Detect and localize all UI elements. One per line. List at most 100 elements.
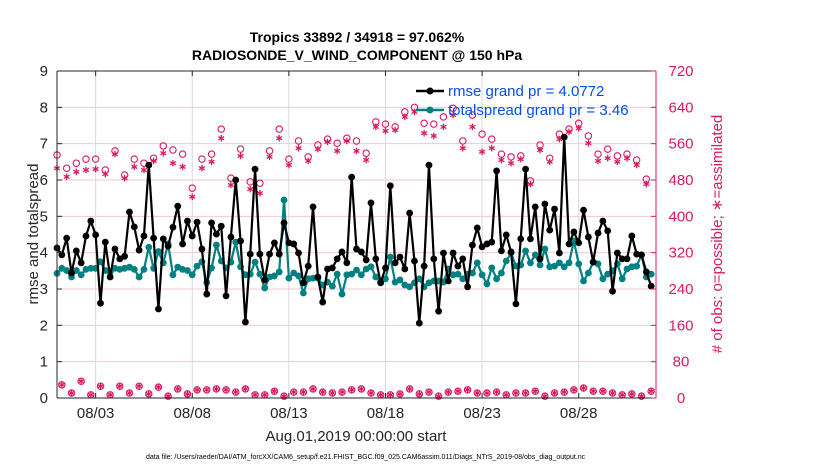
totalspread-point bbox=[135, 273, 143, 281]
y-tick-label-left: 8 bbox=[40, 99, 48, 116]
rmse-point bbox=[382, 264, 389, 272]
obs-assimilated-marker bbox=[203, 386, 210, 394]
obs-assimilated-marker bbox=[213, 385, 220, 393]
obs-assimilated-marker bbox=[285, 161, 293, 169]
obs-possible-marker bbox=[362, 149, 370, 157]
rmse-point bbox=[459, 255, 467, 263]
rmse-point bbox=[425, 161, 433, 169]
totalspread-point bbox=[140, 265, 148, 273]
totalspread-point bbox=[478, 271, 486, 279]
obs-assimilated-marker bbox=[58, 381, 66, 389]
rmse-point bbox=[512, 300, 520, 308]
obs-assimilated-marker bbox=[551, 389, 558, 397]
rmse-point bbox=[121, 252, 129, 260]
rmse-point bbox=[280, 219, 288, 227]
x-tick-label: 08/28 bbox=[560, 405, 598, 422]
rmse-point bbox=[391, 259, 399, 267]
obs-assimilated-marker bbox=[261, 391, 268, 399]
obs-assimilated-marker bbox=[309, 385, 317, 393]
rmse-point bbox=[314, 273, 322, 281]
rmse-point bbox=[536, 255, 544, 263]
rmse-point bbox=[401, 265, 409, 273]
rmse-point bbox=[299, 279, 307, 287]
obs-possible-marker bbox=[439, 113, 448, 121]
obs-assimilated-marker bbox=[102, 170, 109, 178]
totalspread-point bbox=[633, 262, 641, 270]
obs-assimilated-marker bbox=[449, 111, 457, 119]
obs-assimilated-marker bbox=[300, 388, 307, 396]
obs-assimilated-marker bbox=[358, 385, 365, 393]
rmse-point bbox=[609, 287, 616, 295]
totalspread-point bbox=[599, 275, 607, 283]
rmse-point bbox=[628, 232, 636, 240]
legend-rmse-marker bbox=[426, 87, 434, 95]
rmse-point bbox=[551, 205, 558, 213]
obs-assimilated-marker bbox=[150, 157, 157, 165]
totalspread-point bbox=[498, 269, 505, 277]
y-tick-label-right: 480 bbox=[668, 172, 693, 189]
obs-possible-marker bbox=[507, 153, 515, 161]
obs-assimilated-marker bbox=[387, 391, 394, 399]
rmse-point bbox=[203, 290, 211, 298]
obs-assimilated-marker bbox=[362, 156, 370, 164]
totalspread-point bbox=[584, 269, 592, 277]
obs-assimilated-marker bbox=[324, 138, 331, 146]
obs-assimilated-marker bbox=[126, 389, 133, 397]
obs-possible-marker bbox=[62, 164, 71, 172]
rmse-point bbox=[613, 249, 621, 257]
obs-possible-marker bbox=[207, 150, 216, 158]
totalspread-point bbox=[275, 268, 283, 276]
rmse-point bbox=[256, 250, 264, 258]
y-axis-label-right: # of obs: o=possible; ∗=assimilated bbox=[709, 115, 726, 354]
obs-possible-marker bbox=[603, 145, 612, 153]
totalspread-point bbox=[353, 266, 360, 274]
obs-assimilated-marker bbox=[242, 385, 249, 393]
rmse-point bbox=[348, 173, 356, 181]
obs-assimilated-marker bbox=[131, 163, 138, 171]
totalspread-point bbox=[169, 271, 177, 279]
obs-assimilated-marker bbox=[237, 152, 244, 160]
obs-markers bbox=[53, 103, 655, 400]
chart-subtitle: RADIOSONDE_V_WIND_COMPONENT @ 150 hPa bbox=[192, 47, 522, 63]
rmse-point bbox=[449, 249, 457, 257]
obs-assimilated-marker bbox=[77, 377, 85, 385]
rmse-point bbox=[304, 262, 312, 270]
obs-assimilated-marker bbox=[628, 390, 636, 398]
rmse-point bbox=[150, 234, 158, 242]
obs-assimilated-marker bbox=[454, 387, 462, 395]
y-tick-label-right: 720 bbox=[668, 63, 693, 80]
y-tick-label-left: 1 bbox=[40, 354, 48, 371]
rmse-point bbox=[623, 255, 631, 263]
obs-assimilated-marker bbox=[474, 389, 481, 397]
obs-assimilated-marker bbox=[643, 180, 650, 188]
y-tick-label-left: 7 bbox=[40, 136, 48, 153]
obs-assimilated-marker bbox=[575, 124, 582, 132]
rmse-point bbox=[126, 208, 133, 216]
obs-assimilated-marker bbox=[179, 163, 186, 171]
y-tick-label-right: 240 bbox=[668, 281, 693, 298]
totalspread-point bbox=[604, 270, 612, 278]
totalspread-point bbox=[469, 269, 476, 277]
y-tick-label-left: 5 bbox=[40, 208, 48, 225]
obs-assimilated-marker bbox=[189, 193, 196, 201]
totalspread-point bbox=[406, 283, 414, 291]
obs-assimilated-marker bbox=[222, 386, 230, 394]
series-lines bbox=[53, 133, 655, 327]
obs-assimilated-marker bbox=[227, 181, 235, 189]
rmse-point bbox=[184, 217, 191, 225]
rmse-point bbox=[222, 292, 230, 300]
obs-possible-marker bbox=[275, 125, 283, 133]
obs-assimilated-marker bbox=[609, 389, 616, 397]
obs-assimilated-marker bbox=[198, 164, 206, 172]
rmse-point bbox=[338, 248, 346, 256]
totalspread-point bbox=[560, 263, 568, 271]
y-tick-label-left: 0 bbox=[40, 390, 48, 407]
obs-possible-marker bbox=[420, 119, 428, 127]
totalspread-point bbox=[357, 271, 365, 279]
x-tick-label: 08/18 bbox=[367, 405, 405, 422]
totalspread-point bbox=[367, 263, 375, 271]
obs-assimilated-marker bbox=[517, 155, 524, 163]
rmse-point bbox=[430, 255, 438, 263]
x-tick-label: 08/23 bbox=[463, 405, 501, 422]
